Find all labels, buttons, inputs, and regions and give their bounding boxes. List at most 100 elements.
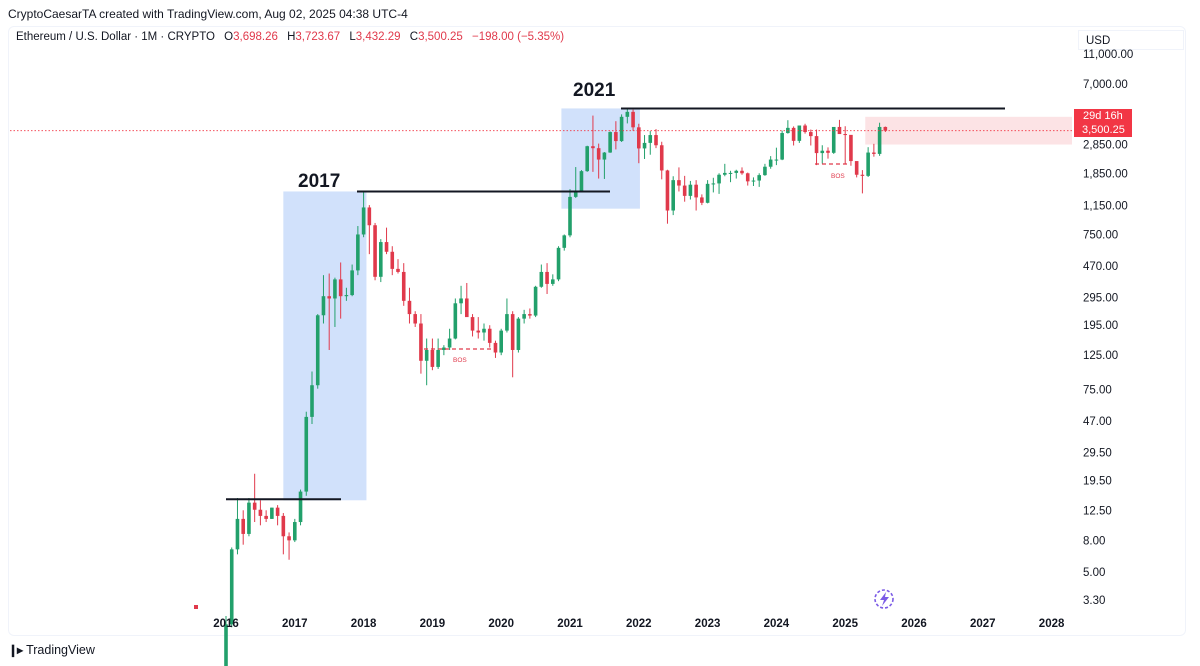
candle-body bbox=[482, 328, 486, 333]
candle-body bbox=[654, 135, 658, 146]
candle-body bbox=[608, 132, 612, 153]
tradingview-logo-icon: ❙▸ bbox=[8, 643, 23, 657]
y-tick-label: 470.00 bbox=[1083, 261, 1118, 273]
candle-body bbox=[270, 507, 274, 519]
y-tick-label: 5.00 bbox=[1083, 567, 1105, 579]
candle-body bbox=[579, 171, 584, 192]
x-tick-label: 2022 bbox=[626, 618, 652, 630]
candle-body bbox=[585, 146, 589, 172]
y-tick-label: 12.50 bbox=[1083, 505, 1112, 517]
candle-body bbox=[803, 125, 807, 133]
candle-body bbox=[757, 175, 761, 181]
candle-body bbox=[436, 349, 440, 367]
y-tick-label: 195.00 bbox=[1083, 320, 1118, 332]
candle-body bbox=[281, 515, 286, 537]
candle-body bbox=[602, 152, 607, 160]
candle-body bbox=[407, 300, 412, 315]
candle-body bbox=[430, 349, 435, 367]
x-tick-label: 2016 bbox=[213, 618, 239, 630]
candle-body bbox=[510, 314, 515, 350]
candle-body bbox=[224, 624, 228, 666]
y-tick-label: 75.00 bbox=[1083, 385, 1112, 397]
candle-body bbox=[315, 315, 320, 386]
high-value: 3,723.67 bbox=[295, 31, 341, 43]
currency-selector[interactable]: USD bbox=[1078, 30, 1184, 50]
candle-body bbox=[780, 133, 784, 160]
candle-body bbox=[356, 234, 360, 271]
candle-body bbox=[694, 184, 698, 198]
x-tick-label: 2021 bbox=[557, 618, 583, 630]
candle-body bbox=[814, 136, 819, 154]
candle-body bbox=[338, 279, 343, 297]
symbol-legend[interactable]: Ethereum / U.S. Dollar · 1M · CRYPTO O3,… bbox=[16, 31, 564, 43]
candle-body bbox=[229, 549, 234, 625]
bar-countdown-tag: 29d 16h bbox=[1074, 109, 1132, 123]
candle-body bbox=[637, 127, 641, 149]
candle-body bbox=[401, 271, 406, 301]
candle-body bbox=[671, 180, 675, 211]
candle-body bbox=[539, 271, 544, 287]
candle-body bbox=[717, 174, 721, 184]
candle-body bbox=[516, 318, 521, 350]
candle-body bbox=[849, 134, 853, 162]
candle-body bbox=[866, 152, 870, 176]
candle-body bbox=[631, 111, 635, 128]
candle-body bbox=[384, 242, 389, 252]
candle-body bbox=[648, 135, 653, 143]
candle-body bbox=[424, 349, 429, 361]
candle-body bbox=[705, 183, 710, 203]
candle-body bbox=[287, 536, 291, 541]
symbol-name: Ethereum / U.S. Dollar · 1M · CRYPTO bbox=[16, 31, 215, 43]
close-key: C bbox=[409, 31, 419, 43]
candle-body bbox=[333, 279, 337, 299]
candle-body bbox=[453, 303, 458, 339]
candle-body bbox=[367, 207, 372, 226]
candle-body bbox=[659, 145, 664, 171]
open-value: 3,698.26 bbox=[233, 31, 278, 43]
candle-body bbox=[505, 314, 509, 331]
candle-body bbox=[321, 296, 326, 316]
y-tick-label: 1,850.00 bbox=[1083, 169, 1128, 181]
candle-body bbox=[459, 298, 463, 304]
candle-body bbox=[304, 416, 309, 492]
candle-body bbox=[310, 385, 314, 417]
candle-body bbox=[573, 191, 578, 197]
candle-body bbox=[390, 251, 395, 269]
candle-body bbox=[677, 180, 681, 186]
candle-body bbox=[872, 152, 876, 154]
candle-body bbox=[487, 328, 492, 343]
footer-brand[interactable]: ❙▸ TradingView bbox=[8, 643, 95, 657]
y-tick-label: 1,150.00 bbox=[1083, 201, 1128, 213]
y-tick-label: 8.00 bbox=[1083, 535, 1105, 547]
candle-body bbox=[751, 180, 756, 182]
candle-body bbox=[396, 268, 400, 272]
candle-body bbox=[837, 126, 842, 135]
candle-body bbox=[533, 286, 538, 316]
candle-body bbox=[556, 247, 561, 280]
candle-body bbox=[860, 174, 865, 176]
lightning-circle-icon bbox=[874, 589, 894, 609]
candle-body bbox=[700, 197, 704, 203]
candle-body bbox=[619, 116, 624, 142]
x-tick-label: 2018 bbox=[351, 618, 377, 630]
candle-body bbox=[843, 134, 847, 136]
candle-body bbox=[344, 295, 349, 297]
x-tick-label: 2027 bbox=[970, 618, 996, 630]
chart-attribution: CryptoCaesarTA created with TradingView.… bbox=[8, 7, 408, 21]
candle-body bbox=[252, 502, 257, 510]
early-data-marker bbox=[194, 605, 198, 609]
candle-body bbox=[373, 225, 377, 277]
y-tick-label: 3.30 bbox=[1083, 595, 1105, 607]
y-tick-label: 750.00 bbox=[1083, 229, 1118, 241]
open-key: O bbox=[224, 31, 234, 43]
candle-body bbox=[728, 172, 733, 174]
candle-body bbox=[820, 150, 825, 154]
candle-body bbox=[247, 502, 251, 534]
x-tick-label: 2028 bbox=[1039, 618, 1065, 630]
candle-body bbox=[241, 518, 245, 534]
candle-body bbox=[379, 242, 383, 277]
candle-body bbox=[774, 159, 779, 161]
candle-body bbox=[665, 170, 670, 211]
candle-body bbox=[831, 126, 836, 153]
